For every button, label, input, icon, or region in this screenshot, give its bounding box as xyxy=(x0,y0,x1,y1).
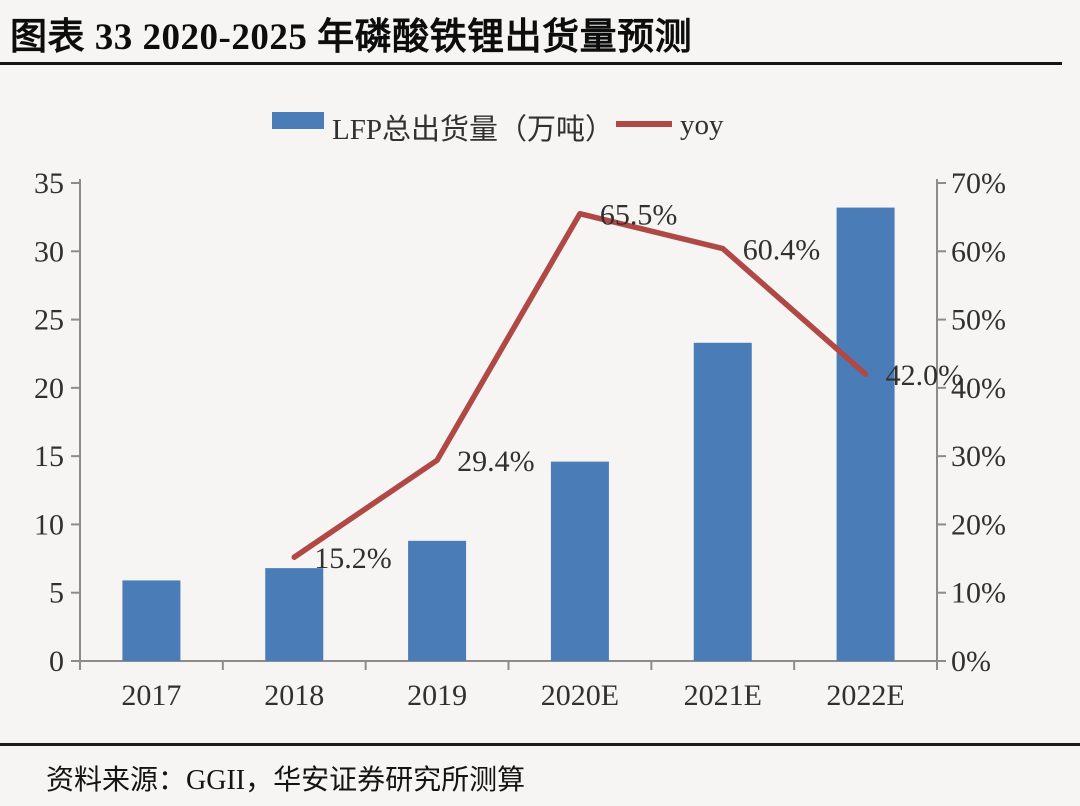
yoy-label-2020E: 65.5% xyxy=(600,199,678,232)
x-axis-category-label-2019: 2019 xyxy=(407,679,467,712)
bar-2017 xyxy=(122,580,181,661)
footer-divider xyxy=(0,743,1080,746)
figure-title: 图表 33 2020-2025 年磷酸铁锂出货量预测 xyxy=(10,17,693,58)
legend-line-label: yoy xyxy=(680,109,724,141)
left-axis-tick-label: 10 xyxy=(34,508,64,541)
x-axis-category-label-2022E: 2022E xyxy=(826,679,904,712)
left-axis-tick-label: 30 xyxy=(34,235,64,268)
bar-2019 xyxy=(408,540,467,661)
left-axis-tick-label: 0 xyxy=(49,645,64,678)
yoy-label-2018: 15.2% xyxy=(314,542,392,575)
legend-bar-swatch xyxy=(272,112,324,129)
yoy-label-2019: 29.4% xyxy=(457,445,535,478)
legend-bar-label: LFP总出货量（万吨） xyxy=(332,113,614,146)
left-axis-tick-label: 20 xyxy=(34,372,64,405)
right-axis-tick-label: 10% xyxy=(951,577,1006,610)
right-axis-tick-label: 70% xyxy=(951,167,1006,200)
right-axis-tick-label: 60% xyxy=(951,235,1006,268)
yoy-label-2022E: 42.0% xyxy=(886,359,964,392)
bar-2020E xyxy=(550,461,609,661)
left-axis-tick-label: 35 xyxy=(34,167,64,200)
right-axis-tick-label: 30% xyxy=(951,440,1006,473)
yoy-label-2021E: 60.4% xyxy=(743,234,821,267)
left-axis-tick-label: 5 xyxy=(49,577,64,610)
left-axis-tick-label: 25 xyxy=(34,304,64,337)
x-axis-category-label-2017: 2017 xyxy=(121,679,181,712)
yoy-line xyxy=(291,210,869,560)
right-axis-tick-label: 0% xyxy=(951,645,991,678)
title-divider xyxy=(0,62,1062,65)
bar-2022E xyxy=(836,207,895,661)
bar-2021E xyxy=(693,342,752,661)
source-note: 资料来源：GGII，华安证券研究所测算 xyxy=(46,765,526,796)
right-axis-tick-label: 50% xyxy=(951,304,1006,337)
right-axis-tick-label: 40% xyxy=(951,372,1006,405)
left-axis-tick-label: 15 xyxy=(34,440,64,473)
x-axis-category-label-2020E: 2020E xyxy=(541,679,619,712)
x-axis-category-label-2018: 2018 xyxy=(264,679,324,712)
bar-2018 xyxy=(265,568,324,661)
right-axis-tick-label: 20% xyxy=(951,508,1006,541)
x-axis-category-label-2021E: 2021E xyxy=(684,679,762,712)
